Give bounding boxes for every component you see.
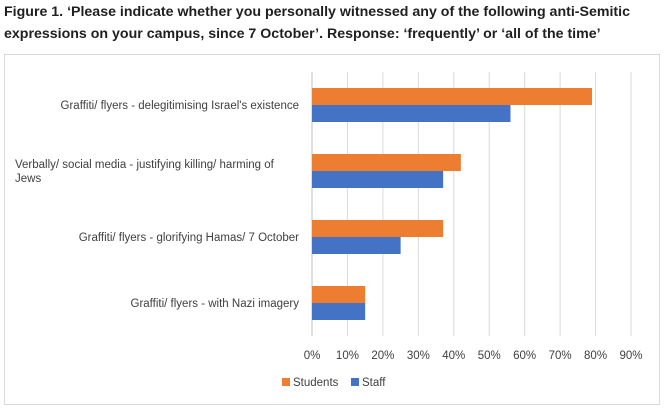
x-tick-label: 90%	[619, 350, 642, 362]
category-label: Graffiti/ flyers - glorifying Hamas/ 7 O…	[79, 232, 299, 244]
bar-students-3	[312, 286, 366, 303]
category-label: Verbally/ social media - justifying kill…	[15, 159, 275, 171]
figure-title-line-2: expressions on your campus, since 7 Octo…	[4, 26, 601, 42]
bar-staff-2	[312, 237, 401, 254]
x-tick-label: 80%	[584, 350, 607, 362]
x-tick-label: 20%	[371, 350, 394, 362]
x-tick-label: 0%	[304, 350, 321, 362]
figure-title: Figure 1. ‘Please indicate whether you p…	[4, 1, 664, 45]
legend-label-staff: Staff	[362, 377, 386, 389]
legend-swatch-students	[282, 378, 290, 386]
legend-label-students: Students	[293, 377, 339, 389]
bar-students-2	[312, 220, 444, 237]
chart-frame	[4, 54, 660, 405]
category-label: Graffiti/ flyers - with Nazi imagery	[131, 298, 300, 310]
bar-staff-1	[312, 171, 444, 188]
figure-title-line-1: Figure 1. ‘Please indicate whether you p…	[4, 4, 630, 20]
x-tick-label: 70%	[549, 350, 572, 362]
x-tick-label: 10%	[336, 350, 359, 362]
legend-swatch-staff	[351, 378, 359, 386]
x-tick-label: 40%	[442, 350, 465, 362]
category-label: Jews	[15, 173, 41, 185]
bar-staff-0	[312, 105, 511, 122]
bar-students-0	[312, 88, 593, 105]
x-tick-label: 30%	[407, 350, 430, 362]
bar-staff-3	[312, 303, 366, 320]
x-tick-label: 60%	[513, 350, 536, 362]
bar-students-1	[312, 154, 461, 171]
x-tick-label: 50%	[478, 350, 501, 362]
category-label: Graffiti/ flyers - delegitimising Israel…	[61, 100, 299, 112]
